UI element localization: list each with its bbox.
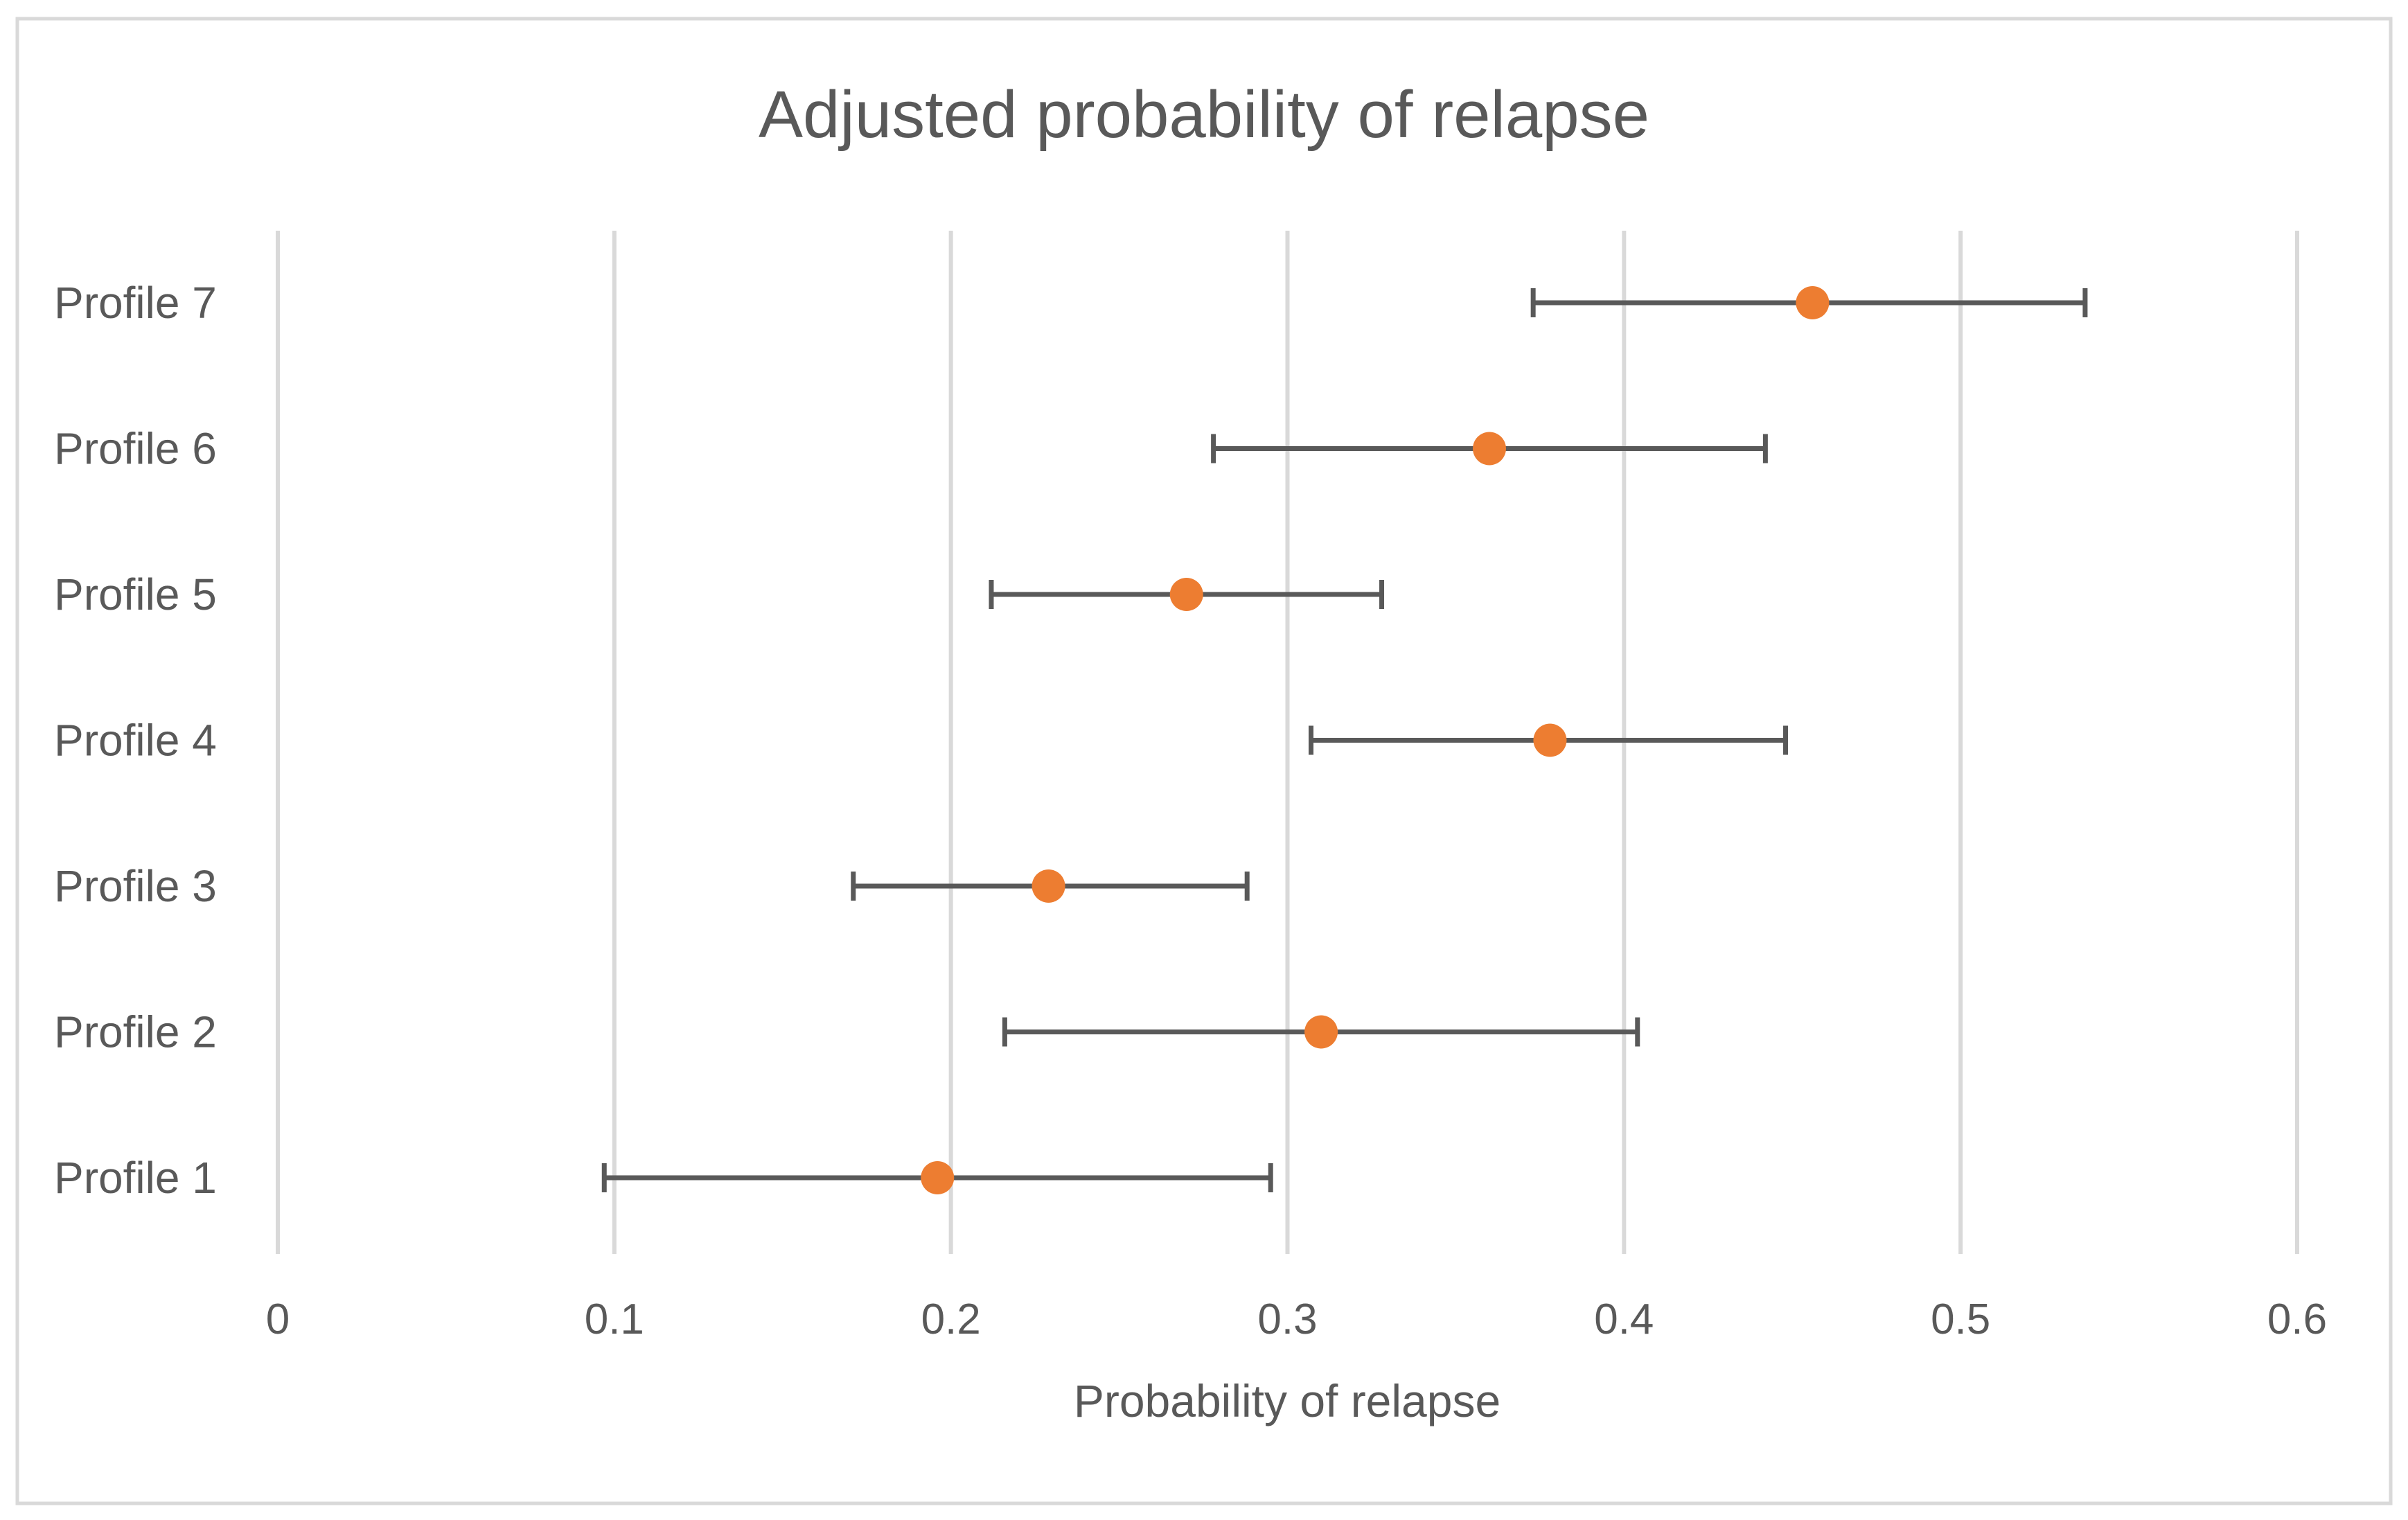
x-tick-label: 0.3 [1257, 1296, 1317, 1343]
data-point [1169, 578, 1203, 611]
x-tick-labels: 0 0.1 0.2 0.3 0.4 0.5 0.6 [266, 1296, 2327, 1343]
x-tick-label: 0.1 [585, 1296, 644, 1343]
x-axis-title: Probability of relapse [1074, 1375, 1500, 1426]
category-labels: Profile 1 Profile 2 Profile 3 Profile 4 Prof… [54, 278, 217, 1203]
chart-title: Adjusted probability of relapse [759, 78, 1649, 152]
data-point [1796, 286, 1830, 319]
category-label: Profile 3 [54, 861, 217, 911]
data-point [921, 1161, 955, 1194]
category-label: Profile 5 [54, 569, 217, 619]
data-point [1304, 1015, 1338, 1049]
x-tick-label: 0.5 [1931, 1296, 1990, 1343]
data-point [1032, 869, 1065, 903]
data-points [921, 286, 1830, 1194]
data-point [1533, 723, 1567, 757]
x-tick-label: 0.6 [2267, 1296, 2327, 1343]
data-point [1473, 432, 1506, 466]
x-tick-label: 0.2 [921, 1296, 981, 1343]
x-tick-label: 0.4 [1594, 1296, 1654, 1343]
category-label: Profile 2 [54, 1007, 217, 1057]
x-tick-label: 0 [266, 1296, 290, 1343]
category-label: Profile 1 [54, 1153, 217, 1203]
category-label: Profile 6 [54, 424, 217, 474]
category-label: Profile 7 [54, 278, 217, 328]
category-label: Profile 4 [54, 716, 217, 766]
chart-border [15, 17, 2393, 1505]
